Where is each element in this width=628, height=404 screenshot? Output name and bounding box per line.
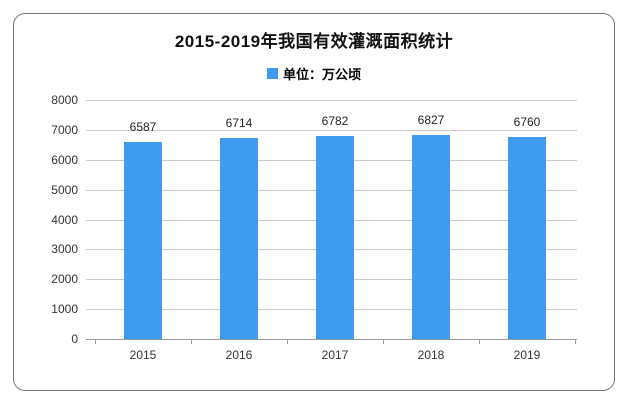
bar-2017[interactable]: [316, 136, 354, 339]
chart-legend[interactable]: 单位：万公顷: [14, 64, 614, 83]
y-axis-tick-label: 5000: [51, 182, 78, 197]
x-axis-label-2017: 2017: [321, 348, 349, 362]
x-axis-label-2019: 2019: [513, 348, 541, 362]
y-axis-tick-label: 4000: [51, 212, 78, 227]
bar-2019[interactable]: [508, 137, 546, 339]
x-axis-tick: [383, 339, 384, 344]
y-axis-tick-label: 7000: [51, 122, 78, 137]
y-axis-tick-label: 8000: [51, 93, 78, 107]
gridline: [86, 129, 577, 131]
y-axis-tick-label: 3000: [51, 242, 78, 257]
plot-area: 0 1000 2000 3000 4000 5000 6000 7000 8000 6587 201…: [51, 93, 577, 362]
y-axis-tick-label: 2000: [51, 272, 78, 287]
legend-square-icon: [266, 68, 278, 79]
bar-value-label-2018: 6827: [417, 113, 445, 128]
bar-2015[interactable]: [124, 142, 162, 339]
bar-value-label-2016: 6714: [225, 116, 253, 131]
bar-value-label-2015: 6587: [129, 120, 157, 135]
x-axis-tick: [95, 339, 96, 344]
chart-title: 2015-2019年我国有效灌溉面积统计: [174, 32, 454, 51]
y-axis-tick-label: 6000: [51, 152, 78, 167]
bar-2018[interactable]: [412, 135, 450, 339]
x-axis-line: [86, 339, 577, 340]
x-axis-label-2015: 2015: [129, 348, 157, 362]
chart-card: 2015-2019年我国有效灌溉面积统计 单位：万公顷 0 1000 2000 300…: [13, 13, 615, 391]
y-axis-tick-label: 1000: [51, 302, 78, 317]
x-axis-tick: [479, 339, 480, 344]
bar-value-label-2017: 6782: [321, 114, 349, 129]
y-axis-tick-label: 0: [71, 332, 78, 346]
bar-value-label-2019: 6760: [513, 115, 541, 130]
bar-2016[interactable]: [220, 138, 258, 339]
x-axis-label-2016: 2016: [225, 348, 253, 362]
legend-label: 单位：万公顷: [282, 67, 361, 82]
x-axis-label-2018: 2018: [417, 348, 445, 362]
x-axis-tick: [287, 339, 288, 344]
gridline: [86, 100, 577, 101]
x-axis-tick: [191, 339, 192, 344]
x-axis-tick: [575, 339, 576, 344]
